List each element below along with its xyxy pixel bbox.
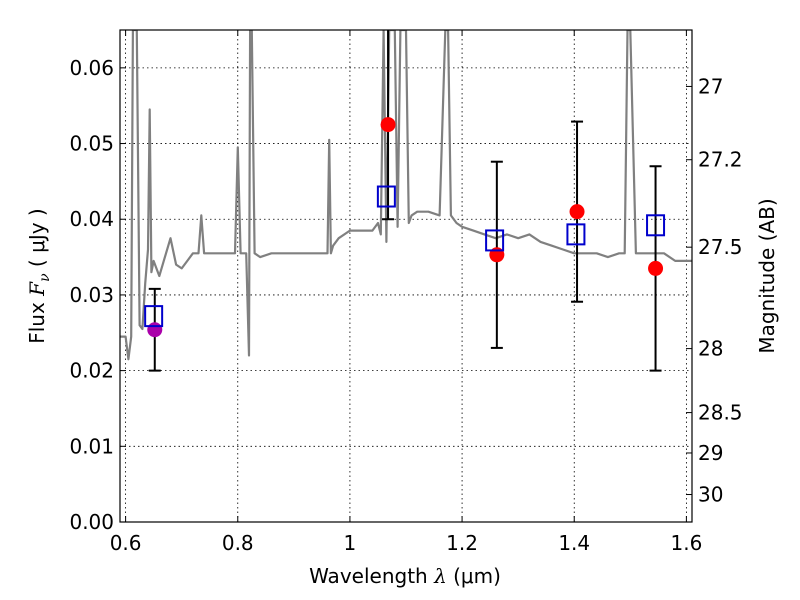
y2-axis-title: Magnitude (AB) (755, 198, 779, 353)
y2-tick-label: 27 (698, 74, 723, 98)
x-axis-title: Wavelength λ (μm) (309, 564, 501, 588)
x-tick-label: 0.6 (110, 531, 142, 555)
x-tick-label: 0.8 (222, 531, 254, 555)
observed-point (380, 117, 396, 133)
y-tick-label: 0.04 (69, 207, 114, 231)
ticks: 0.6 0.8 1 1.2 1.4 1.6 0.00 0.01 0.02 0.03 0.04 0.05… (69, 30, 743, 555)
x-tick-label: 1 (344, 531, 357, 555)
y-tick-label: 0.05 (69, 132, 114, 156)
y-tick-label: 0.03 (69, 283, 114, 307)
y2-tick-label: 27.5 (698, 235, 743, 259)
model-photometry-square (144, 305, 164, 328)
plot-frame (119, 29, 693, 523)
y-tick-label: 0.01 (69, 434, 114, 458)
model-photometry-square (646, 214, 666, 237)
model-photometry-square (566, 223, 586, 246)
observed-point (569, 204, 585, 220)
x-tick-label: 1.2 (446, 531, 478, 555)
y-tick-label: 0.00 (69, 510, 114, 534)
y2-tick-label: 28.5 (698, 401, 743, 425)
model-photometry-square (485, 229, 505, 252)
observed-points (147, 117, 664, 338)
model-photometry-square (376, 185, 396, 208)
model-spectrum (120, 30, 692, 361)
model-photometry-points (144, 185, 666, 328)
y2-tick-label: 28 (698, 337, 723, 361)
model-spectrum-line (120, 30, 692, 361)
y2-tick-label: 29 (698, 441, 723, 465)
y2-tick-label: 27.2 (698, 148, 743, 172)
error-bars (148, 30, 662, 372)
x-tick-label: 1.4 (558, 531, 590, 555)
observed-point (648, 260, 664, 276)
y-tick-label: 0.06 (69, 56, 114, 80)
x-tick-label: 1.6 (670, 531, 702, 555)
observed-point (147, 322, 163, 338)
y-axis-title: Flux Fν ( μJy ) (25, 208, 53, 344)
y-tick-label: 0.02 (69, 359, 114, 383)
y2-tick-label: 30 (698, 483, 723, 507)
